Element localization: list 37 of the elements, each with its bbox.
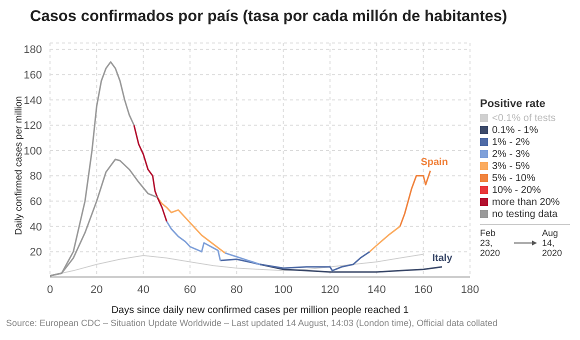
y-tick-label: 40 [30, 221, 42, 234]
legend-label: 10% - 20% [491, 184, 542, 196]
text: Aug 14, 2020 [542, 228, 564, 258]
x-tick-label: 0 [46, 284, 54, 296]
text: Feb 23, 2020 [480, 228, 502, 258]
legend-title: Positive rate [480, 98, 546, 110]
x-tick-label: 20 [90, 284, 103, 296]
x-tick-label: 120 [320, 284, 340, 296]
x-tick-label: 160 [414, 284, 433, 296]
y-tick-label: 140 [24, 94, 42, 107]
legend-label: 5% - 10% [491, 172, 536, 184]
x-tick-label: 60 [184, 284, 196, 296]
legend-label: more than 20% [491, 196, 561, 208]
legend-label: 0.1% - 1% [491, 124, 540, 136]
x-tick-label: 100 [274, 284, 293, 296]
x-tick-label: 40 [137, 284, 150, 296]
y-tick-label: 60 [30, 196, 42, 208]
legend-label: 3% - 5% [491, 160, 531, 172]
y-tick-label: 120 [24, 120, 42, 132]
legend-label: <0.1% of tests [491, 112, 557, 124]
y-tick-label: 20 [30, 246, 42, 259]
legend-label: no testing data [491, 208, 559, 220]
y-tick-label: 80 [30, 170, 42, 183]
chart-title: Casos confirmados por país (tasa por cada millón de habitantes) [30, 8, 508, 26]
y-tick-label: 100 [24, 145, 42, 158]
source-note: Source: European CDC – Situation Update Worldwide – Last updated 14 August, 14:03 (London time), Official data collated [6, 318, 498, 328]
y-tick-label: 160 [24, 70, 42, 82]
legend-label: 2% - 3% [491, 148, 531, 160]
x-axis-title: Days since daily new confirmed cases per million people reached 1 [111, 305, 410, 316]
annotation: Spain [420, 156, 448, 168]
y-tick-label: 180 [24, 44, 42, 56]
y-axis-title: Daily confirmed cases per million [13, 96, 24, 235]
legend-label: 1% - 2% [491, 136, 531, 148]
x-tick-label: 180 [460, 284, 480, 296]
x-tick-label: 140 [367, 284, 386, 296]
x-tick-label: 80 [230, 284, 243, 296]
annotation: Italy [432, 252, 452, 264]
